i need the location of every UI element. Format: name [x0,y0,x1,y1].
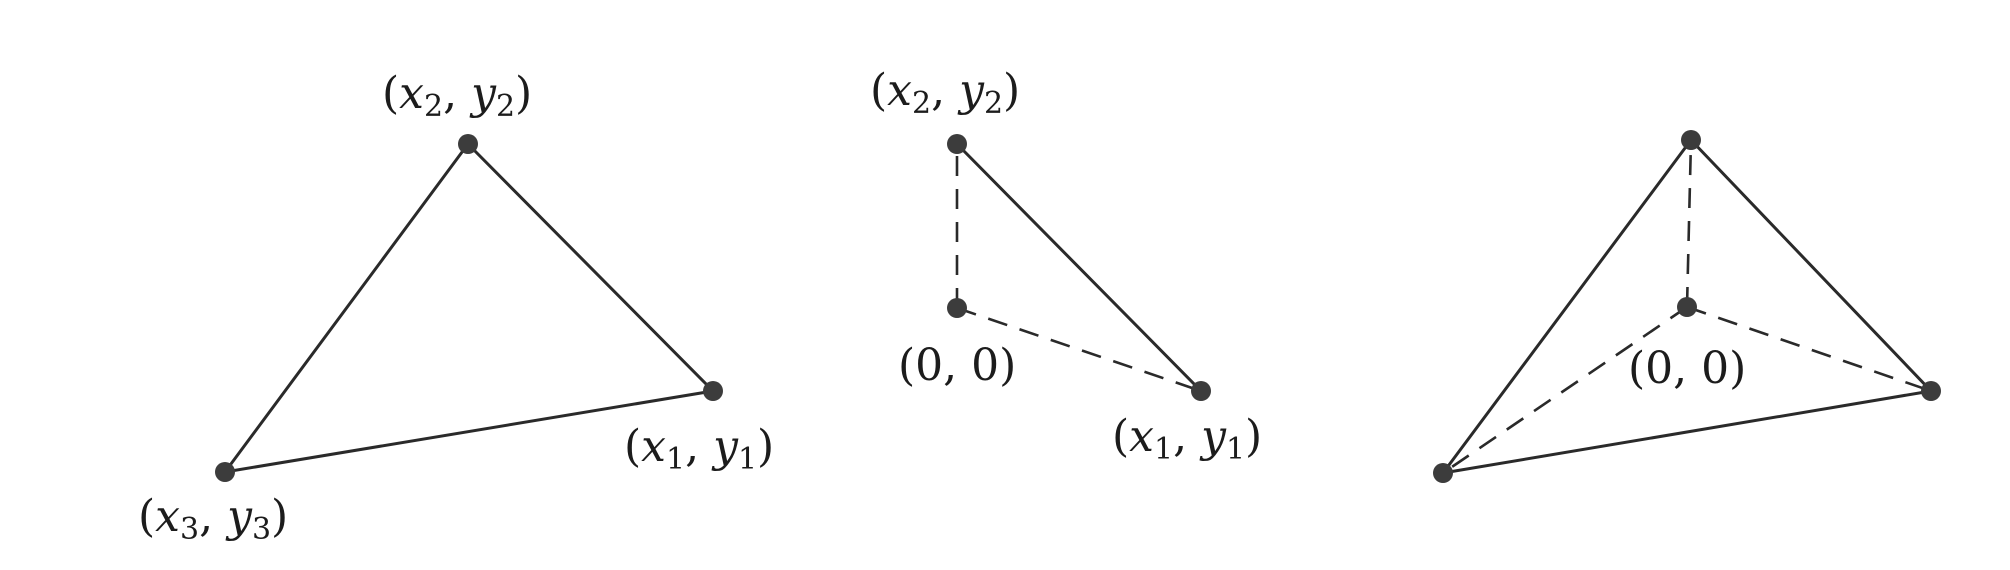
right-edge-v2-v1 [1689,138,1933,393]
right-vertex-origin [1677,297,1697,317]
left-vertex-3 [215,462,235,482]
right-vertex-2 [1681,130,1701,150]
middle-edge-origin-v1 [956,306,1202,393]
middle-edge-v2-v1 [955,142,1203,393]
left-vertex-1 [703,381,723,401]
middle-label-origin: (0, 0) [898,340,1016,391]
left-label-vertex-3: (x3, y3) [138,491,288,547]
middle-label-vertex-1: (x1, y1) [1112,411,1262,467]
middle-vertex-1 [1191,381,1211,401]
right-edge-v3-v2 [1441,138,1693,475]
middle-label-vertex-2: (x2, y2) [870,65,1020,121]
left-edge-v2-v1 [466,142,715,393]
middle-vertex-2 [947,134,967,154]
right-edge-origin-v2 [1685,139,1693,308]
right-label-origin: (0, 0) [1628,343,1746,394]
left-label-vertex-1: (x1, y1) [624,421,774,477]
left-vertex-2 [458,134,478,154]
right-vertex-3 [1433,463,1453,483]
left-edge-v3-v1 [223,389,715,474]
right-edge-origin-v1 [1686,305,1932,393]
panel-left-triangle: (x2, y2) (x1, y1) (x3, y3) [138,68,774,547]
right-edge-origin-v3 [1442,305,1688,475]
right-edge-v3-v1 [1441,389,1933,475]
middle-vertex-origin [947,298,967,318]
left-label-vertex-2: (x2, y2) [382,68,532,124]
left-edge-v3-v2 [223,142,470,474]
panel-middle-triangle: (x2, y2) (0, 0) (x1, y1) [870,65,1262,467]
right-vertex-1 [1921,381,1941,401]
panel-right-triangle: (0, 0) [1433,130,1941,483]
